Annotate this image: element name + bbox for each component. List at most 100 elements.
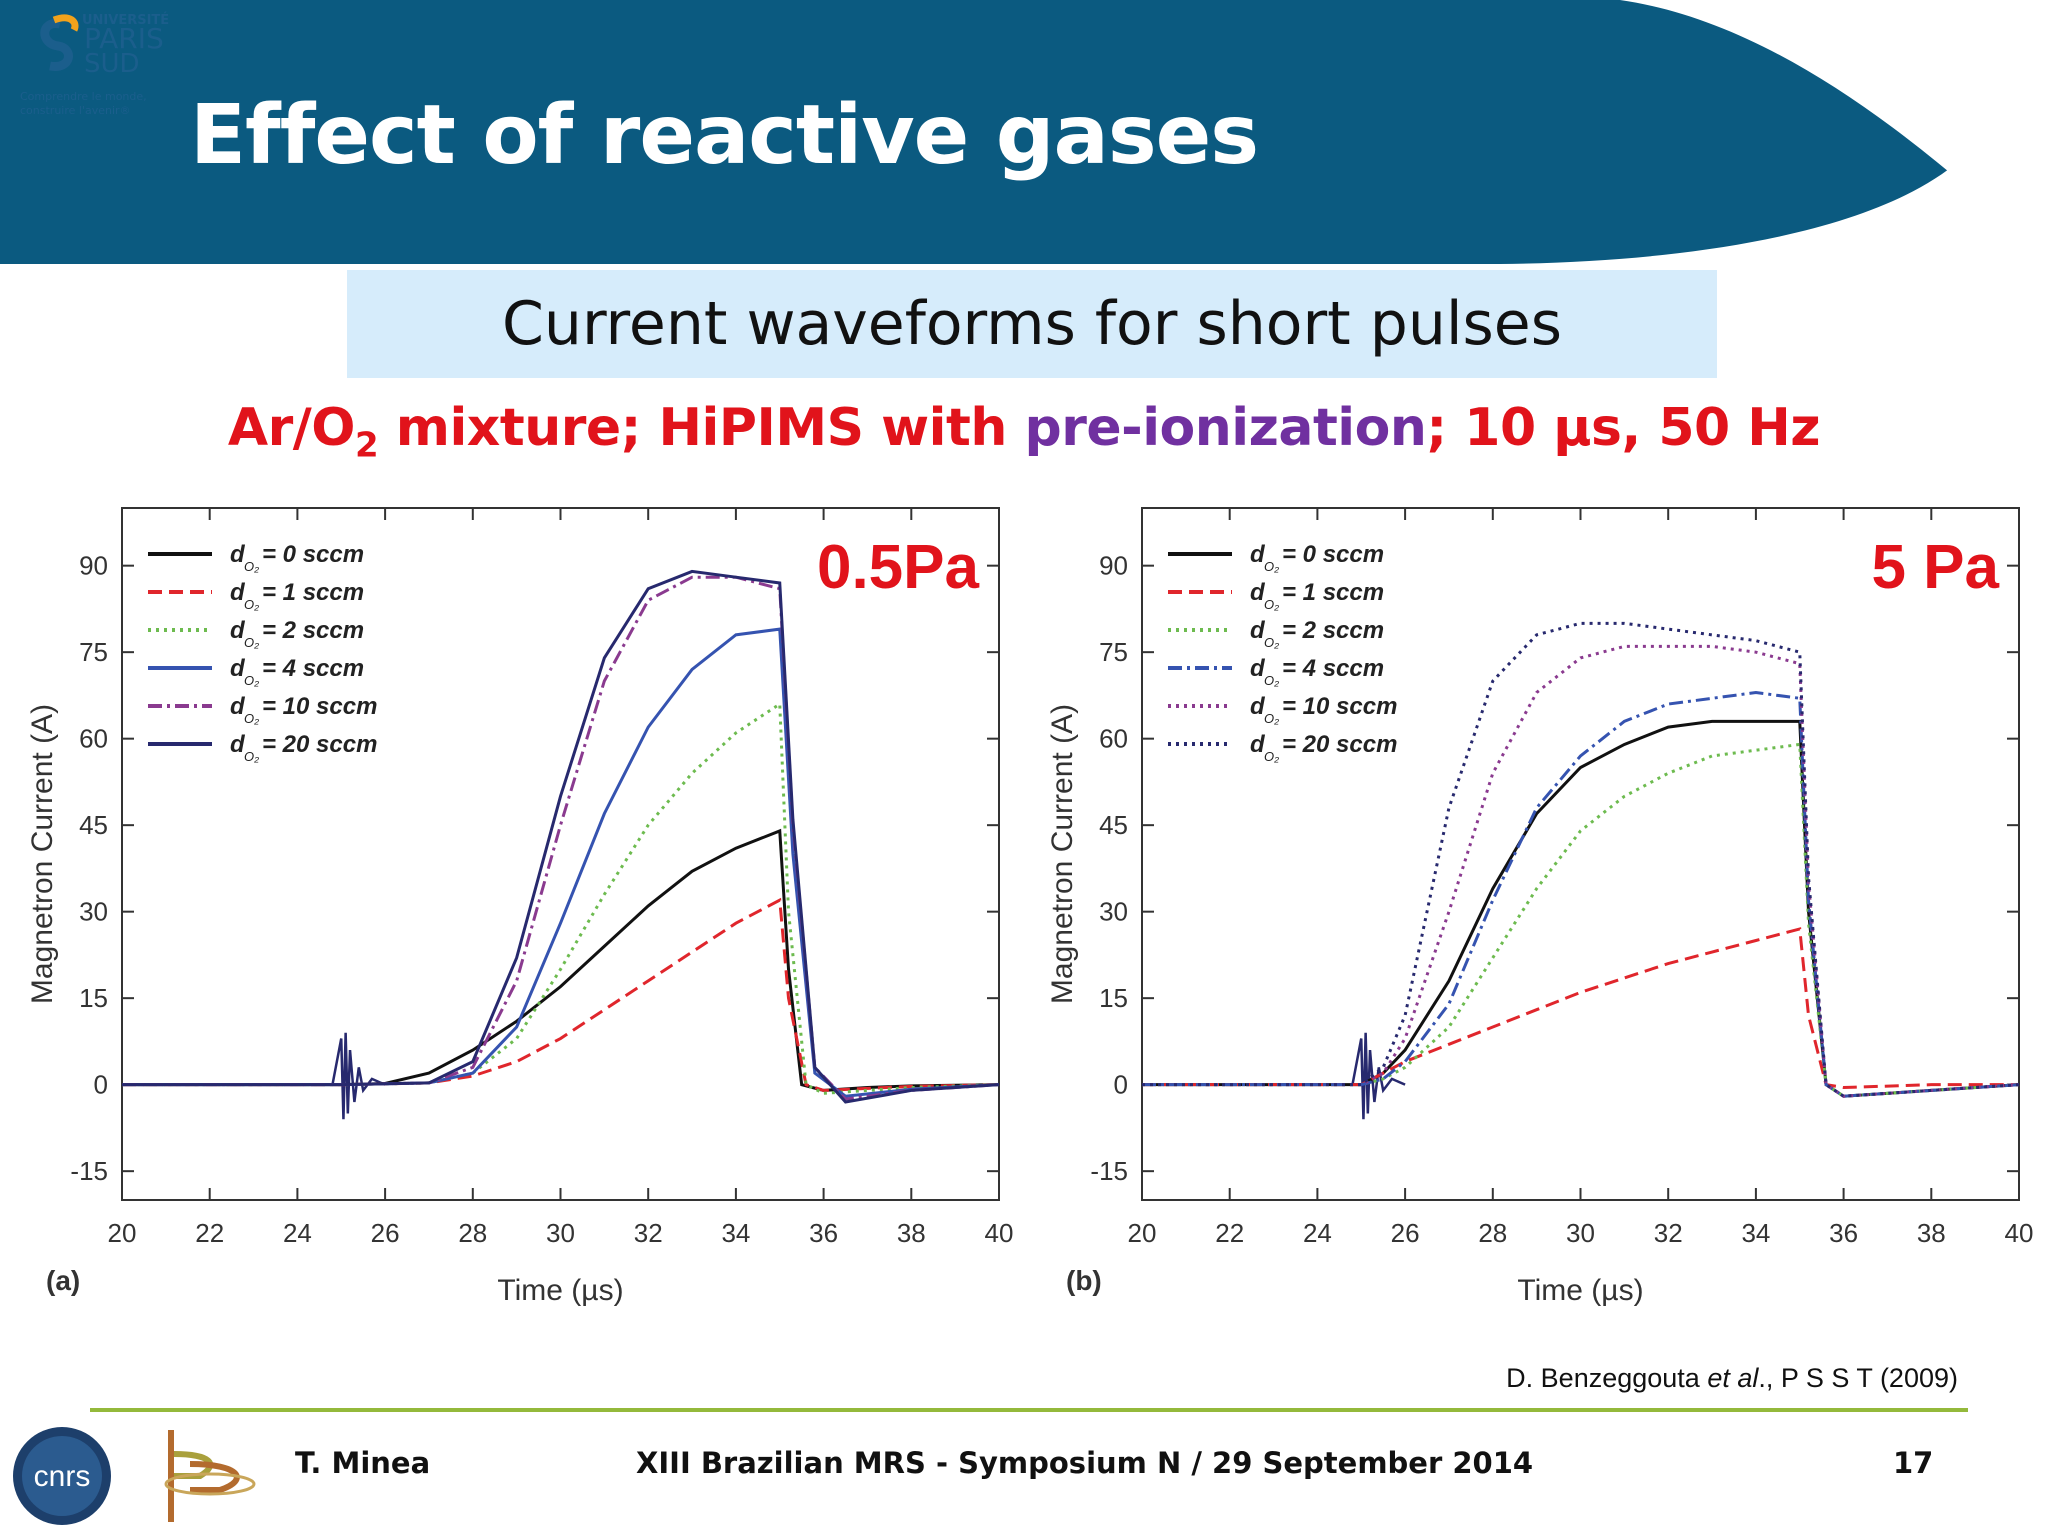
legend-subscript: O₂ xyxy=(244,711,259,726)
legend-subscript: O₂ xyxy=(1264,711,1279,726)
x-tick-label: 22 xyxy=(195,1218,224,1248)
legend-subscript: O₂ xyxy=(244,559,259,574)
legend-symbol: d xyxy=(1250,655,1266,682)
legend-symbol: d xyxy=(230,541,246,568)
page-number: 17 xyxy=(1893,1446,1934,1480)
x-tick-label: 38 xyxy=(897,1218,926,1248)
legend-subscript: O₂ xyxy=(1264,597,1279,612)
legend-subscript: O₂ xyxy=(1264,635,1279,650)
panel-label: (a) xyxy=(46,1265,80,1296)
legend-symbol: d xyxy=(230,693,246,720)
logo-universite-text: UNIVERSITÉ xyxy=(82,12,169,28)
chart-panel-b: 20 22 24 26 28 30 32 34 36 38 40 -15 0 15 30 45 60 75 90 Ti… xyxy=(1040,490,2040,1334)
x-tick-label: 38 xyxy=(1917,1218,1946,1248)
y-tick-label: 75 xyxy=(1099,637,1128,667)
conditions-subscript: 2 xyxy=(355,425,379,466)
y-axis-label: Magnetron Current (A) xyxy=(26,704,59,1004)
legend-label: = 2 sccm xyxy=(262,617,364,644)
citation: D. Benzeggouta et al., P S S T (2009) xyxy=(1506,1363,1958,1394)
legend-symbol: d xyxy=(1250,731,1266,758)
legend-label: = 1 sccm xyxy=(262,579,364,606)
legend-symbol: d xyxy=(1250,617,1266,644)
series-line xyxy=(122,897,1000,1092)
logo-tagline-1: Comprendre le monde, xyxy=(20,90,147,103)
legend-subscript: O₂ xyxy=(1264,749,1279,764)
y-tick-label: 90 xyxy=(79,551,108,581)
x-tick-label: 36 xyxy=(809,1218,838,1248)
series-line xyxy=(1142,621,2020,1098)
x-tick-label: 28 xyxy=(458,1218,487,1248)
pressure-annotation: 5 Pa xyxy=(1871,533,1999,602)
experiment-conditions: Ar/O2 mixture; HiPIMS with pre-ionizatio… xyxy=(0,398,2048,465)
x-tick-label: 40 xyxy=(985,1218,1014,1248)
x-tick-label: 26 xyxy=(371,1218,400,1248)
x-tick-label: 40 xyxy=(2005,1218,2034,1248)
x-tick-label: 34 xyxy=(721,1218,750,1248)
citation-rest: ., P S S T (2009) xyxy=(1758,1363,1958,1393)
header-swoosh xyxy=(1500,0,2048,264)
x-tick-label: 36 xyxy=(1829,1218,1858,1248)
y-tick-label: 30 xyxy=(1099,897,1128,927)
universite-paris-sud-logo: UNIVERSITÉ PARIS SUD Comprendre le monde… xyxy=(20,12,169,117)
y-tick-label: 15 xyxy=(79,983,108,1013)
legend-subscript: O₂ xyxy=(1264,673,1279,688)
x-tick-label: 32 xyxy=(1654,1218,1683,1248)
citation-etal: et al xyxy=(1707,1363,1759,1393)
legend-label: = 20 sccm xyxy=(262,731,377,758)
series-line xyxy=(122,569,1000,1104)
legend-subscript: O₂ xyxy=(1264,559,1279,574)
footer-event: XIII Brazilian MRS - Symposium N / 29 Se… xyxy=(636,1446,1534,1480)
legend-subscript: O₂ xyxy=(244,749,259,764)
legend-symbol: d xyxy=(1250,579,1266,606)
slide-subtitle: Current waveforms for short pulses xyxy=(502,289,1562,359)
y-tick-label: 0 xyxy=(94,1070,108,1100)
legend-label: = 20 sccm xyxy=(1282,731,1397,758)
slide-title: Effect of reactive gases xyxy=(190,88,1259,183)
subtitle-box: Current waveforms for short pulses xyxy=(347,270,1717,378)
legend-subscript: O₂ xyxy=(244,673,259,688)
y-tick-label: 90 xyxy=(1099,551,1128,581)
legend-label: = 4 sccm xyxy=(262,655,364,682)
y-tick-label: 75 xyxy=(79,637,108,667)
y-tick-label: 45 xyxy=(1099,810,1128,840)
logo-paris-text: PARIS xyxy=(84,22,164,55)
legend-symbol: d xyxy=(230,655,246,682)
ipp-logo xyxy=(164,1430,256,1522)
x-axis-label: Time (µs) xyxy=(497,1274,623,1307)
x-tick-label: 20 xyxy=(108,1218,137,1248)
pressure-annotation: 0.5Pa xyxy=(817,533,980,602)
y-axis-label: Magnetron Current (A) xyxy=(1046,704,1079,1004)
legend-subscript: O₂ xyxy=(244,635,259,650)
chart-panel-a: 20 22 24 26 28 30 32 34 36 38 40 -15 0 15 30 45 60 75 90 Ti… xyxy=(20,490,1020,1334)
legend-label: = 4 sccm xyxy=(1282,655,1384,682)
ignition-spike xyxy=(331,1032,386,1120)
x-tick-label: 20 xyxy=(1128,1218,1157,1248)
legend-subscript: O₂ xyxy=(244,597,259,612)
x-axis-label: Time (µs) xyxy=(1517,1274,1643,1307)
svg-text:cnrs: cnrs xyxy=(34,1460,91,1493)
legend-symbol: d xyxy=(1250,541,1266,568)
legend-symbol: d xyxy=(230,579,246,606)
slide-header: Effect of reactive gases UNIVERSITÉ PARI… xyxy=(0,0,2048,264)
x-tick-label: 30 xyxy=(1566,1218,1595,1248)
x-tick-label: 26 xyxy=(1391,1218,1420,1248)
x-tick-label: 28 xyxy=(1478,1218,1507,1248)
chart-svg: 20 22 24 26 28 30 32 34 36 38 40 -15 0 15 30 45 60 75 90 Ti… xyxy=(26,507,1014,1307)
cnrs-logo: cnrs xyxy=(13,1427,111,1525)
ignition-spike xyxy=(1351,1032,1406,1120)
y-tick-label: 15 xyxy=(1099,983,1128,1013)
x-tick-label: 24 xyxy=(283,1218,312,1248)
y-tick-label: 60 xyxy=(1099,724,1128,754)
logo-sud-text: SUD xyxy=(84,49,140,79)
y-tick-label: -15 xyxy=(1090,1156,1128,1186)
legend-label: = 2 sccm xyxy=(1282,617,1384,644)
legend-label: = 0 sccm xyxy=(1282,541,1384,568)
x-tick-label: 24 xyxy=(1303,1218,1332,1248)
legend-label: = 10 sccm xyxy=(262,693,377,720)
conditions-part-2: mixture; HiPIMS with xyxy=(378,398,1025,458)
footer-author: T. Minea xyxy=(295,1446,431,1480)
footer-divider xyxy=(90,1408,1968,1412)
legend-symbol: d xyxy=(230,731,246,758)
series-line xyxy=(122,828,1000,1092)
chart-svg: 20 22 24 26 28 30 32 34 36 38 40 -15 0 15 30 45 60 75 90 Ti… xyxy=(1046,507,2034,1307)
